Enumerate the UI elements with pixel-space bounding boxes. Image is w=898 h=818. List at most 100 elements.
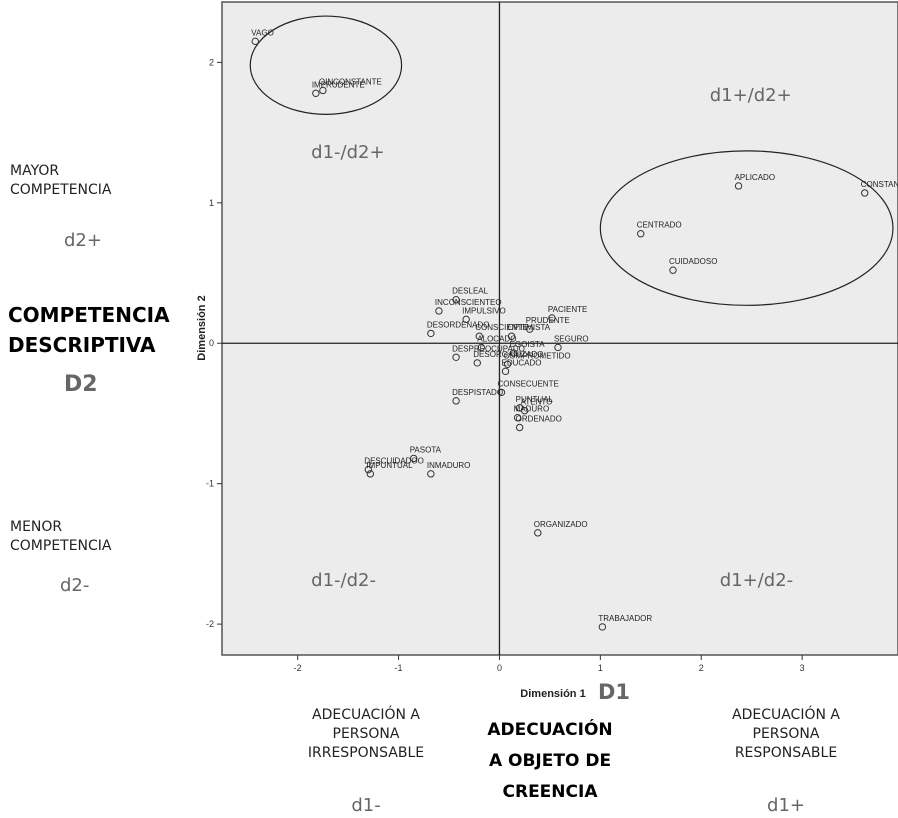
- point-label: DESPISTADO: [452, 388, 503, 397]
- plot-area: [221, 1, 898, 656]
- point-label: DESORDENADO: [427, 320, 490, 329]
- data-point: [410, 454, 418, 463]
- point-label: EGOISTA: [510, 340, 546, 349]
- data-point: [501, 367, 510, 376]
- quadrant-label: d1-/d2-: [311, 569, 376, 591]
- data-point: [477, 343, 486, 352]
- responsible-person-code: d1+: [767, 795, 805, 816]
- data-point: [452, 296, 460, 304]
- data-point: [503, 360, 512, 369]
- data-point: [554, 343, 562, 352]
- data-point: [497, 388, 506, 397]
- data-point: [637, 230, 645, 238]
- quadrant-label: d1-/d2+: [311, 141, 385, 163]
- point-label: COMPROMETIDO: [504, 351, 571, 360]
- point-label: PACIENTE: [548, 305, 587, 314]
- point-label: APLICADO: [735, 173, 775, 182]
- point-label: OINCONSTANTE: [319, 77, 382, 86]
- data-point: [669, 266, 677, 274]
- x-tick-label: 0: [497, 663, 502, 673]
- data-point: [319, 86, 327, 95]
- upper-competence-label: MAYOR COMPETENCIA: [10, 163, 112, 198]
- point-label: DESCUIDADOO: [364, 457, 424, 466]
- data-point: [435, 307, 443, 315]
- data-point: [520, 406, 529, 415]
- responsible-person-label: ADECUACIÓN A PERSONA RESPONSABLE: [732, 707, 840, 761]
- data-point: [526, 325, 534, 333]
- point-label: ATENTO: [521, 398, 553, 407]
- x-axis-title: Dimensión 1: [520, 688, 585, 700]
- y-tick-label: -2: [206, 619, 214, 629]
- data-point: [475, 332, 483, 340]
- point-label: PASOTA: [410, 445, 442, 454]
- data-point: [452, 397, 460, 405]
- d1-main-code: D1: [598, 680, 631, 704]
- lower-competence-label: MENOR COMPETENCIA: [10, 519, 112, 554]
- descriptive-competence-label: COMPETENCIA DESCRIPTIVA: [8, 303, 170, 357]
- point-label: INCONSCIENTEO: [435, 298, 502, 307]
- point-label: CENTRADO: [637, 221, 682, 230]
- point-label: MADURO: [514, 405, 550, 414]
- upper-competence-code: d2+: [64, 230, 102, 251]
- data-point: [427, 470, 435, 478]
- y-tick-label: 0: [209, 338, 214, 348]
- data-point: [598, 623, 607, 631]
- data-point: [473, 359, 481, 367]
- y-axis-title: Dimensión 2: [196, 295, 208, 360]
- data-point: [427, 329, 435, 338]
- x-tick-label: -2: [294, 663, 302, 673]
- point-label: PUNTUAL: [516, 395, 554, 404]
- point-label: INMADURO: [427, 461, 471, 470]
- irresponsible-person-code: d1-: [351, 795, 381, 816]
- point-label: ORGANIZADO: [534, 520, 588, 529]
- data-point: [462, 315, 470, 324]
- data-point: [513, 413, 522, 422]
- y-tick-label: -1: [206, 479, 214, 489]
- cluster-ellipse: [599, 150, 894, 306]
- data-point: [861, 189, 869, 197]
- point-label: EDUCADO: [502, 358, 542, 367]
- point-label: DESORGANIZADO: [473, 350, 543, 359]
- point-label: IMPRUDENTE: [312, 80, 365, 89]
- point-label: TRABAJADOR: [598, 614, 652, 623]
- data-point: [534, 529, 542, 537]
- point-label: OPTIMISTA: [508, 323, 551, 332]
- point-label: CONSECUENTE: [497, 379, 558, 388]
- x-tick-label: 3: [800, 663, 805, 673]
- point-label: PRUDENTE: [526, 316, 570, 325]
- point-label: CONSTANTE: [861, 180, 898, 189]
- data-point: [364, 465, 372, 474]
- x-tick-label: 1: [598, 663, 603, 673]
- data-point: [509, 349, 518, 357]
- data-point: [507, 332, 516, 340]
- data-point: [312, 89, 320, 97]
- descriptive-competence-code: D2: [64, 372, 98, 397]
- point-label: ORDENADO: [516, 415, 562, 424]
- y-tick-label: 1: [209, 198, 214, 208]
- point-label: ALOCADO: [477, 334, 516, 343]
- point-label: DESLEAL: [452, 287, 489, 296]
- data-point: [734, 182, 743, 190]
- point-label: CONSCIENTE: [475, 323, 527, 332]
- data-point: [548, 314, 556, 322]
- data-point: [515, 423, 524, 432]
- belief-object-label: ADECUACIÓN A OBJETO DE CREENCIA: [487, 720, 613, 802]
- data-point: [251, 37, 259, 46]
- point-label: IMPUNTUAL: [366, 461, 413, 470]
- y-tick-label: 2: [209, 57, 214, 67]
- point-label: DESPREOCUPADO: [452, 344, 525, 353]
- cluster-ellipse: [249, 15, 403, 115]
- irresponsible-person-label: ADECUACIÓN A PERSONA IRRESPONSABLE: [307, 707, 425, 761]
- data-point: [452, 353, 460, 361]
- point-label: VAGO: [251, 28, 274, 37]
- point-label: CUIDADOSO: [669, 257, 717, 266]
- data-point: [366, 470, 375, 478]
- x-tick-label: -1: [395, 663, 403, 673]
- quadrant-label: d1+/d2-: [719, 569, 794, 591]
- x-tick-label: 2: [699, 663, 704, 673]
- point-label: SEGURO: [554, 334, 589, 343]
- point-label: IMPULSIVO: [462, 306, 506, 315]
- quadrant-label: d1+/d2+: [709, 85, 792, 107]
- lower-competence-code: d2-: [60, 575, 90, 596]
